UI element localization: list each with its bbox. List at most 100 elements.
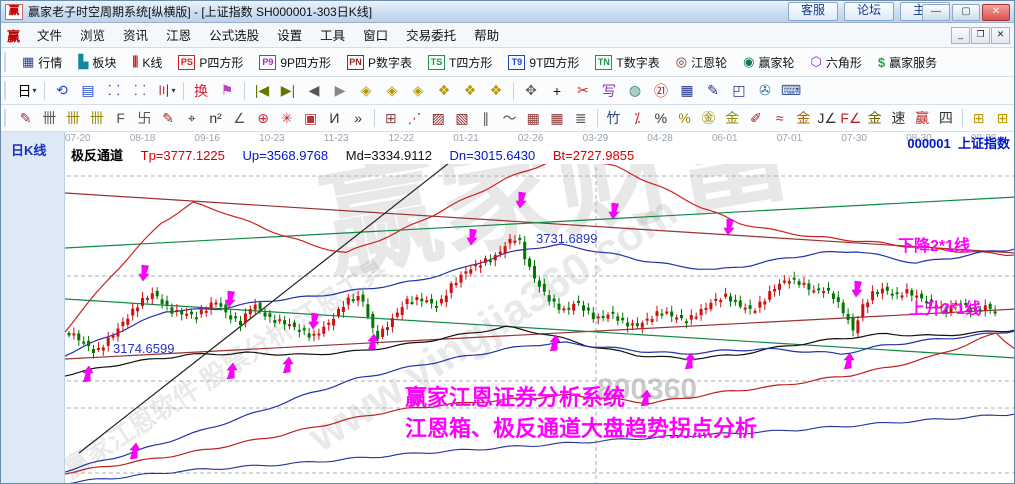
toolbar-button-quotes[interactable]: ▦ 行情 <box>14 50 70 74</box>
gold-wave-icon[interactable]: 金 <box>796 110 811 126</box>
gold-circle-icon[interactable]: ㊎ <box>701 110 716 126</box>
calculator-icon[interactable]: ▦ <box>680 82 694 98</box>
compass-icon[interactable]: ⌖ <box>187 109 196 126</box>
gann-fan-icon[interactable]: ⋰ <box>407 109 422 126</box>
boxed-star-icon[interactable]: ▣ <box>303 109 318 126</box>
gold-angle-icon[interactable]: 金 <box>867 110 882 126</box>
percent-line-icon[interactable]: ⁒ <box>634 109 641 126</box>
toolbar-button-winner-wheel[interactable]: ◉ 赢家轮 <box>735 50 802 74</box>
menu-item-工具[interactable]: 工具 <box>320 29 346 43</box>
gann-box2-icon[interactable]: ⊞ <box>996 109 1009 126</box>
toolbar-button-9p-square[interactable]: P9 9P四方形 <box>251 50 339 74</box>
toolbar-button-9t-square[interactable]: T9 9T四方形 <box>500 50 587 74</box>
candle-style-dropdown[interactable]: 〣 ▾ <box>156 82 176 99</box>
nav-diamond-left-icon[interactable]: ◈ <box>360 82 372 98</box>
nav-diamond-all-icon[interactable]: ❖ <box>489 82 503 98</box>
grid-lines-icon[interactable]: 卌 <box>42 110 57 126</box>
tools-globe-icon[interactable]: ✇ <box>759 82 771 98</box>
toolbar-button-t-square[interactable]: TS T四方形 <box>420 50 500 74</box>
toolbar-button-hexagon[interactable]: ⬡ 六角形 <box>802 50 869 74</box>
gann-fan-box-icon[interactable]: ▨ <box>431 109 445 126</box>
toolbar-button-gann-wheel[interactable]: ◎ 江恩轮 <box>668 50 735 74</box>
menu-item-江恩[interactable]: 江恩 <box>166 29 192 43</box>
report-icon[interactable]: ▤ <box>81 82 95 98</box>
close-button[interactable]: ✕ <box>982 4 1010 21</box>
erase-tool-icon[interactable]: ✂ <box>577 82 589 98</box>
nav-diamond-out-icon[interactable]: ❖ <box>437 82 451 98</box>
memo-icon[interactable]: ✎ <box>707 82 719 98</box>
child-minimize-button[interactable]: _ <box>951 27 970 44</box>
toolbar-button-p-table[interactable]: PN P数字表 <box>339 50 420 74</box>
dark-grid-icon[interactable]: ▦ <box>526 109 540 126</box>
child-close-button[interactable]: ✕ <box>991 27 1010 44</box>
hand-tool-icon[interactable]: ✥ <box>525 82 537 98</box>
wave-mark-icon[interactable]: И <box>329 110 340 126</box>
child-restore-button[interactable]: ❐ <box>971 27 990 44</box>
toolbar-button-winner-service[interactable]: $ 赢家服务 <box>870 50 945 74</box>
crosshair-tool-icon[interactable]: + <box>552 82 562 99</box>
gold-percent-icon[interactable]: % <box>678 110 691 126</box>
zigzag-icon[interactable]: 〜 <box>502 110 517 126</box>
more-chevron-icon[interactable]: » <box>354 110 362 126</box>
nav-diamond-right-icon[interactable]: ◈ <box>386 82 398 98</box>
nav-diamond-in-icon[interactable]: ◈ <box>412 82 424 98</box>
bars-3-icon[interactable]: ⸬ <box>108 82 120 98</box>
menu-item-帮助[interactable]: 帮助 <box>474 29 500 43</box>
menu-item-公式选股[interactable]: 公式选股 <box>209 29 260 43</box>
menu-item-资讯[interactable]: 资讯 <box>123 29 149 43</box>
next-icon[interactable]: ▶ <box>334 82 346 98</box>
minimize-button[interactable]: — <box>922 4 950 21</box>
forum-button[interactable]: 论坛 <box>843 2 894 21</box>
dark-grid2-icon[interactable]: ▦ <box>550 109 564 126</box>
customer-service-button[interactable]: 客服 <box>787 2 838 21</box>
gold-grid2-icon[interactable]: 卌 <box>89 110 104 126</box>
skip-first-icon[interactable]: |◀ <box>254 82 270 98</box>
percent-icon[interactable]: % <box>654 110 668 126</box>
period-dropdown[interactable]: 日 ▾ <box>17 82 37 99</box>
gann-box-icon[interactable]: ⊞ <box>972 109 985 126</box>
win-angle-icon[interactable]: 赢 <box>915 110 930 126</box>
nav-diamond-fit-icon[interactable]: ❖ <box>463 82 477 98</box>
toolbar-button-p-square[interactable]: PS P四方形 <box>170 50 251 74</box>
write-icon[interactable]: 写 <box>602 82 616 99</box>
n2-ruler-icon[interactable]: n² <box>209 110 222 126</box>
color-flag-icon[interactable]: ⚑ <box>220 82 234 98</box>
stock-swap-icon[interactable]: 换 <box>194 82 208 99</box>
j-angle-icon[interactable]: J∠ <box>817 109 837 126</box>
gann-frame-icon[interactable]: ⊞ <box>384 109 397 126</box>
kline-period-label[interactable]: 日K线 <box>11 143 47 158</box>
menu-item-窗口[interactable]: 窗口 <box>363 29 389 43</box>
bars-9-icon[interactable]: ⸬ <box>134 82 146 98</box>
star-target-icon[interactable]: ✳ <box>280 109 293 126</box>
angle-tool-icon[interactable]: ∠ <box>233 109 246 126</box>
parallel-lines-icon[interactable]: ∥ <box>482 109 490 126</box>
toolbar-grip[interactable] <box>4 81 9 100</box>
save-icon[interactable]: ◰ <box>732 82 746 98</box>
restore-button[interactable]: ▢ <box>952 4 980 21</box>
toolbar-grip[interactable] <box>4 108 9 128</box>
f-grid-icon[interactable]: F <box>116 110 125 126</box>
toolbar-button-t-table[interactable]: TN T数字表 <box>587 50 667 74</box>
target-red-icon[interactable]: ⊕ <box>257 109 269 126</box>
menu-item-设置[interactable]: 设置 <box>277 29 303 43</box>
speed-angle-icon[interactable]: 速 <box>891 110 906 126</box>
kline-chart-canvas[interactable]: 赢家财富 www.yingjia360.com 赢家江恩软件 股票分析 江恩工具 80… <box>58 83 1015 484</box>
four-angle-icon[interactable]: 四 <box>938 110 953 126</box>
brain-icon[interactable]: ◍ <box>628 82 642 98</box>
skip-last-icon[interactable]: ▶| <box>280 82 296 98</box>
menu-item-文件[interactable]: 文件 <box>37 29 63 43</box>
brush-icon[interactable]: ✐ <box>750 109 762 126</box>
menu-item-浏览[interactable]: 浏览 <box>80 29 106 43</box>
wave-line-icon[interactable]: ≈ <box>775 110 784 126</box>
five-grid-icon[interactable]: 卐 <box>137 110 152 126</box>
gold-line-icon[interactable]: 金 <box>725 110 740 126</box>
toolbar-button-kline[interactable]: ⫼ K线 <box>124 50 170 74</box>
toolbar-button-sectors[interactable]: ▙ 板块 <box>70 50 124 74</box>
pen-tool-icon[interactable]: ✎ <box>19 109 32 126</box>
gold-grid-icon[interactable]: 卌 <box>66 110 81 126</box>
hatch-icon[interactable]: ≣ <box>574 109 587 126</box>
gann-fan-box2-icon[interactable]: ▧ <box>455 109 469 126</box>
calendar-21-icon[interactable]: ㉑ <box>654 82 668 99</box>
indicator-name[interactable]: 极反通道 <box>71 148 124 163</box>
